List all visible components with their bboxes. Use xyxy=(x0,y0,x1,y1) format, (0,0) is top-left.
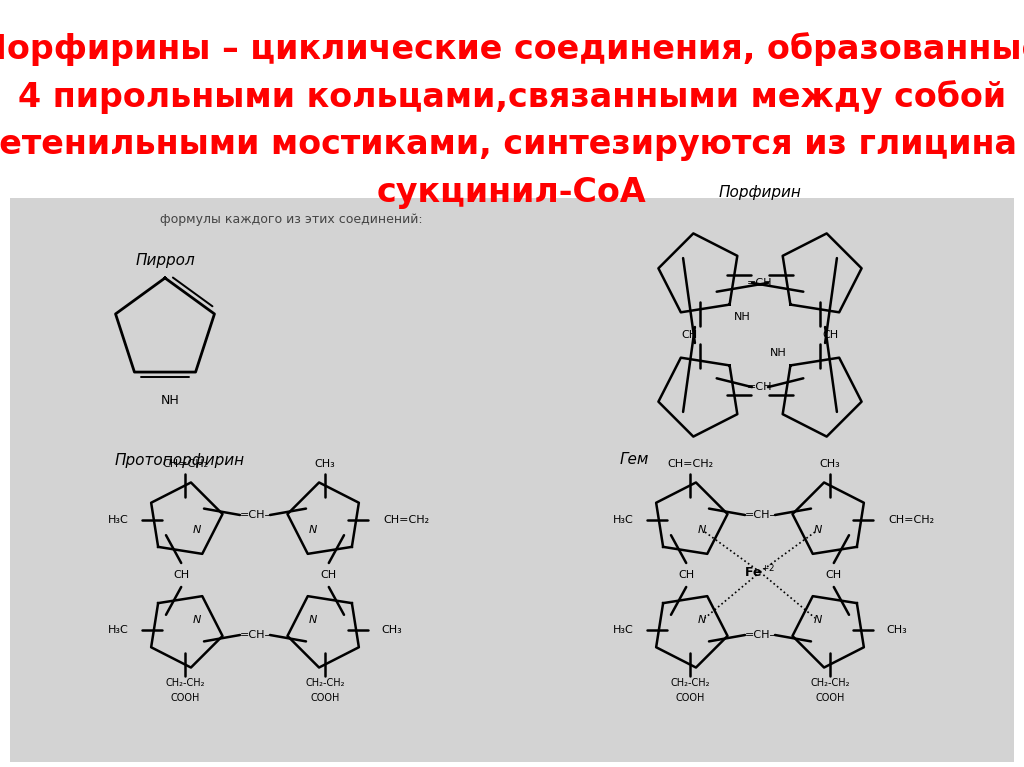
Text: сукцинил-СоА: сукцинил-СоА xyxy=(377,176,647,209)
Text: N: N xyxy=(814,615,822,625)
Text: COOH: COOH xyxy=(310,693,340,703)
Bar xyxy=(10,198,1014,762)
Text: CH₃: CH₃ xyxy=(314,459,336,469)
Text: COOH: COOH xyxy=(170,693,200,703)
Text: CH₃: CH₃ xyxy=(381,625,401,635)
Text: Пиррол: Пиррол xyxy=(135,252,195,268)
Text: Протопорфирин: Протопорфирин xyxy=(115,453,245,468)
Text: CH₃: CH₃ xyxy=(819,459,841,469)
Text: N: N xyxy=(193,615,201,625)
Text: H₃C: H₃C xyxy=(109,625,129,635)
Text: =CH–: =CH– xyxy=(744,630,775,640)
Text: CH: CH xyxy=(678,570,694,580)
Text: H₃C: H₃C xyxy=(109,515,129,525)
Text: N: N xyxy=(309,525,317,535)
Text: N: N xyxy=(193,525,201,535)
Text: CH₂-CH₂: CH₂-CH₂ xyxy=(305,678,345,688)
Text: =CH–: =CH– xyxy=(744,510,775,520)
Text: CH=CH₂: CH=CH₂ xyxy=(383,515,429,525)
Text: NH: NH xyxy=(161,393,179,407)
Text: Гем: Гем xyxy=(620,453,649,468)
Text: N: N xyxy=(697,615,707,625)
Text: CH₂-CH₂: CH₂-CH₂ xyxy=(165,678,205,688)
Text: =CH–: =CH– xyxy=(240,510,270,520)
Text: CH=CH₂: CH=CH₂ xyxy=(162,459,208,469)
Text: CH: CH xyxy=(825,570,842,580)
Text: 4 пирольными кольцами,связанными между собой: 4 пирольными кольцами,связанными между с… xyxy=(18,80,1006,114)
Text: CH=CH₂: CH=CH₂ xyxy=(888,515,934,525)
Text: N: N xyxy=(309,615,317,625)
Text: CH: CH xyxy=(822,330,839,340)
Text: =CH: =CH xyxy=(748,278,773,288)
Text: H₃C: H₃C xyxy=(613,625,634,635)
Text: CH: CH xyxy=(682,330,698,340)
Text: H₃C: H₃C xyxy=(613,515,634,525)
Text: CH₂-CH₂: CH₂-CH₂ xyxy=(671,678,710,688)
Text: N: N xyxy=(697,525,707,535)
Text: CH₂-CH₂: CH₂-CH₂ xyxy=(810,678,850,688)
Text: Порфирины – циклические соединения, образованные: Порфирины – циклические соединения, обра… xyxy=(0,32,1024,66)
Text: формулы каждого из этих соединений:: формулы каждого из этих соединений: xyxy=(160,213,423,226)
Text: метенильными мостиками, синтезируются из глицина и: метенильными мостиками, синтезируются из… xyxy=(0,128,1024,161)
Text: Порфирин: Порфирин xyxy=(719,186,802,200)
Text: CH=CH₂: CH=CH₂ xyxy=(667,459,713,469)
Text: NH: NH xyxy=(770,348,786,358)
Text: CH: CH xyxy=(321,570,337,580)
Text: =CH–: =CH– xyxy=(240,630,270,640)
Text: Fe$^{+2}$: Fe$^{+2}$ xyxy=(744,564,775,581)
Text: CH₃: CH₃ xyxy=(886,625,906,635)
Text: COOH: COOH xyxy=(815,693,845,703)
Text: CH: CH xyxy=(173,570,189,580)
Text: NH: NH xyxy=(733,312,751,322)
Text: N: N xyxy=(814,525,822,535)
Text: =CH: =CH xyxy=(748,382,773,392)
Text: COOH: COOH xyxy=(675,693,705,703)
